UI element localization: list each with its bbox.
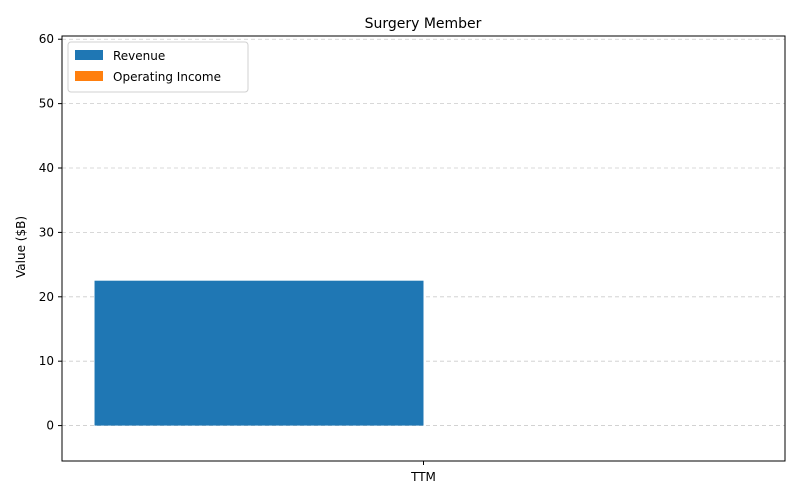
bar-revenue: [94, 280, 424, 426]
y-axis-label: Value ($B): [14, 216, 28, 278]
y-axis: 0 10 20 30 40 50 60: [39, 32, 62, 433]
chart-title: Surgery Member: [365, 16, 482, 32]
bars: [94, 280, 424, 426]
legend-label: Operating Income: [113, 70, 221, 84]
legend-swatch: [75, 71, 103, 81]
legend: Revenue Operating Income: [67, 41, 249, 93]
y-tick-label: 0: [46, 419, 54, 433]
x-tick-label: TTM: [410, 470, 436, 484]
legend-swatch: [75, 50, 103, 60]
y-tick-label: 50: [39, 97, 54, 111]
y-tick-label: 40: [39, 161, 54, 175]
x-axis: TTM: [410, 461, 436, 484]
y-tick-label: 20: [39, 290, 54, 304]
y-tick-label: 30: [39, 225, 54, 239]
y-tick-label: 10: [39, 354, 54, 368]
legend-label: Revenue: [113, 49, 165, 63]
legend-box: [67, 41, 249, 93]
y-tick-label: 60: [39, 32, 54, 46]
